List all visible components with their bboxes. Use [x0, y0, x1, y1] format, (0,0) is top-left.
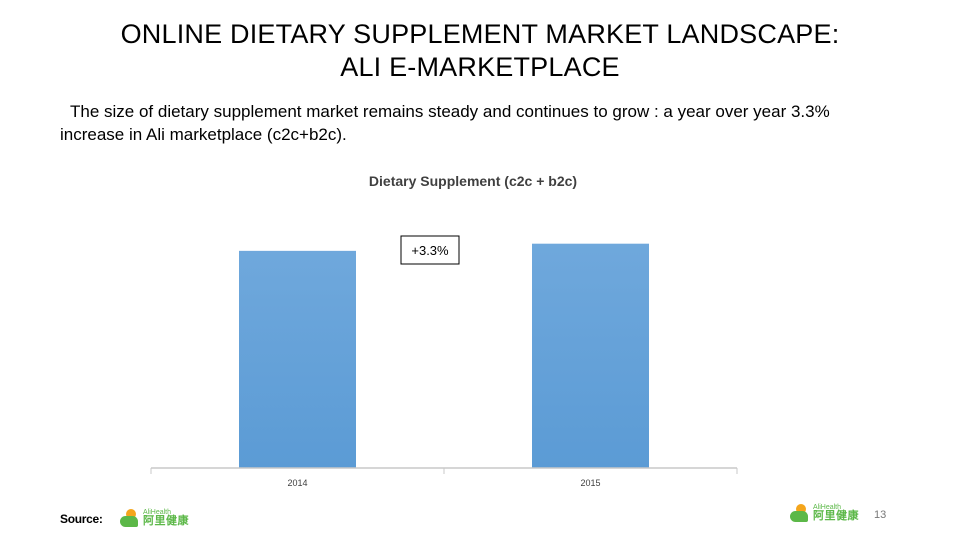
title-line-2: ALI E-MARKETPLACE	[340, 52, 620, 82]
growth-annotation-label: +3.3%	[411, 243, 449, 258]
alihealth-leaf-icon	[790, 504, 810, 522]
source-label: Source:	[60, 512, 103, 526]
alihealth-leaf-icon	[120, 509, 140, 527]
bar-2014	[239, 250, 356, 468]
alihealth-logo-right: AliHealth 阿里健康	[790, 504, 859, 522]
x-tick-label-2014: 2014	[287, 478, 307, 488]
logo-right-en: AliHealth	[813, 504, 842, 511]
body-text: The size of dietary supplement market re…	[60, 102, 830, 144]
logo-left-en: AliHealth	[143, 509, 172, 516]
alihealth-logo-left: AliHealth 阿里健康	[120, 509, 189, 527]
slide-title: ONLINE DIETARY SUPPLEMENT MARKET LANDSCA…	[60, 18, 900, 84]
x-tick-label-2015: 2015	[580, 478, 600, 488]
page-number: 13	[874, 509, 887, 521]
growth-annotation: +3.3%	[400, 235, 460, 265]
chart-title: Dietary Supplement (c2c + b2c)	[369, 173, 577, 189]
growth-annotation-box	[400, 235, 460, 265]
logo-right-cn: 阿里健康	[813, 510, 859, 522]
logo-left-cn: 阿里健康	[143, 515, 189, 527]
bar-2015	[532, 243, 649, 468]
title-line-1: ONLINE DIETARY SUPPLEMENT MARKET LANDSCA…	[120, 19, 840, 49]
